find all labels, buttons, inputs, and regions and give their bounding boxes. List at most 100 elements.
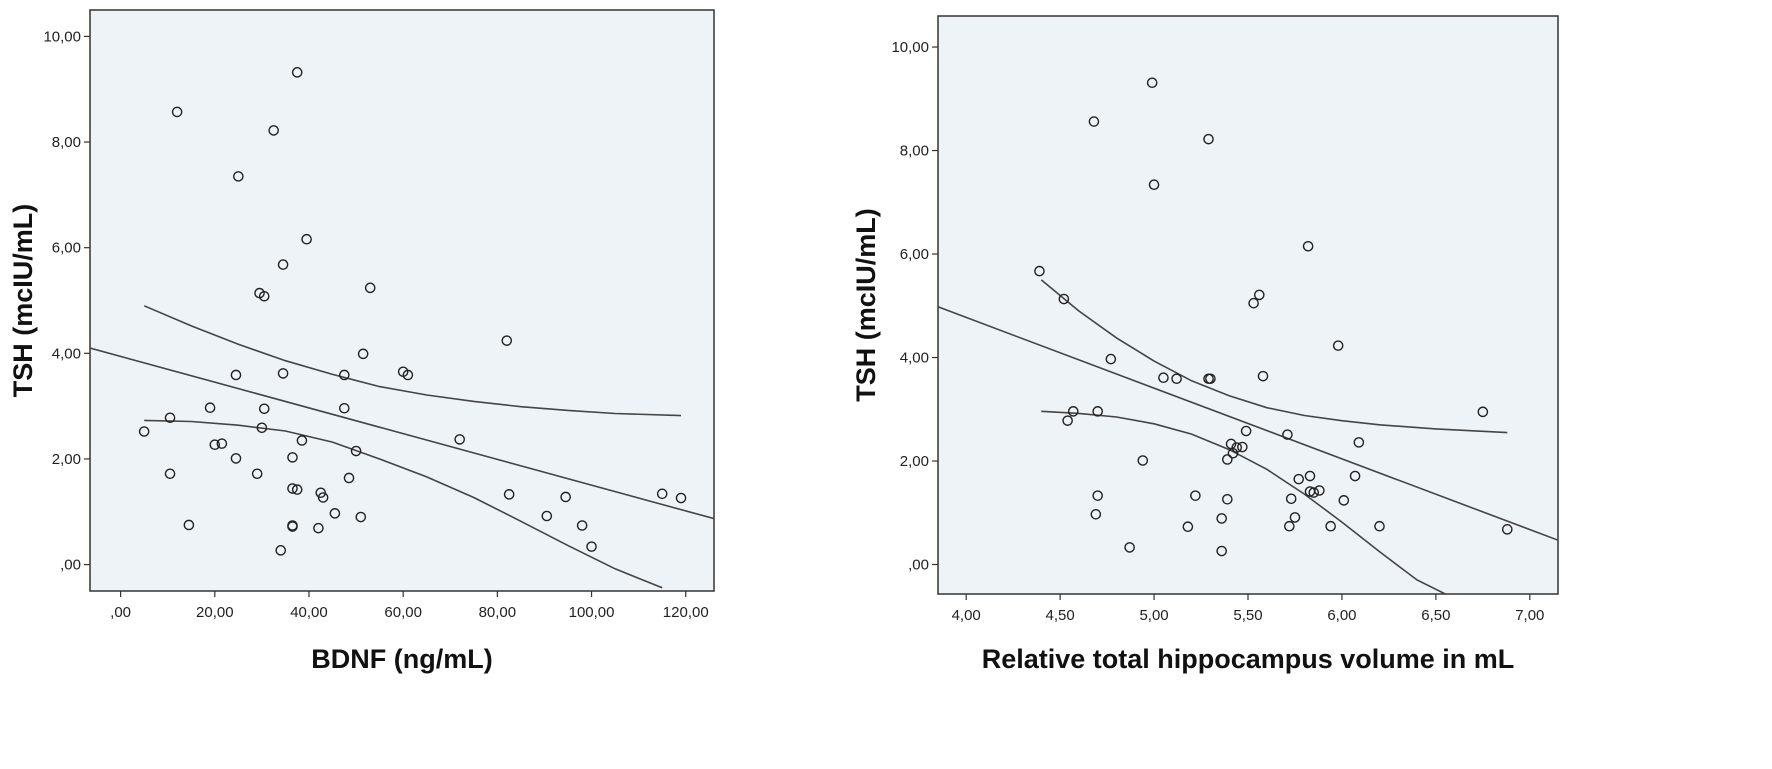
data-point (204, 402, 216, 414)
x-tick-label: 100,00 (569, 604, 615, 621)
data-point (357, 348, 369, 360)
data-point (1092, 406, 1103, 417)
data-point (1090, 509, 1102, 520)
x-tick-label: 60,00 (384, 604, 422, 621)
data-point (171, 106, 183, 118)
x-tick-label: 40,00 (290, 604, 328, 621)
data-point (1203, 133, 1214, 145)
x-axis-title: Relative total hippocampus volume in mL (982, 644, 1515, 674)
data-point (1353, 437, 1365, 448)
data-point (1062, 415, 1073, 426)
data-point (1477, 406, 1489, 418)
x-tick-label: 6,00 (1327, 607, 1356, 624)
axis-ticks: 4,00 4,50 5,00 5,50 6,00 6,50 7,00 ,00 2,00 4,00 6… (891, 39, 1544, 624)
data-point (1304, 470, 1316, 482)
data-point (1034, 265, 1045, 277)
data-point (1284, 520, 1295, 532)
confidence-band-upper (143, 305, 682, 417)
data-point (1190, 490, 1201, 501)
data-point (364, 282, 376, 294)
data-points (1034, 77, 1513, 557)
y-tick-label: 6,00 (52, 240, 81, 257)
data-point (1092, 490, 1103, 501)
confidence-band-lower (1041, 410, 1446, 594)
data-point (1374, 520, 1385, 532)
data-point (503, 489, 515, 500)
plot-area (89, 9, 715, 592)
data-point (1308, 487, 1320, 498)
data-point (258, 290, 270, 302)
x-tick-label: 4,50 (1046, 607, 1075, 624)
data-point (1349, 470, 1361, 482)
data-point (1171, 373, 1182, 385)
data-point (275, 545, 287, 556)
y-tick-label: ,00 (908, 557, 929, 574)
y-tick-label: 2,00 (52, 451, 81, 468)
data-point (1285, 493, 1297, 505)
regression-line (938, 306, 1558, 541)
data-point (1257, 370, 1269, 382)
data-point (560, 491, 571, 503)
x-tick-label: 80,00 (479, 604, 517, 621)
data-point (1338, 495, 1350, 506)
x-tick-label: 5,50 (1233, 607, 1262, 624)
data-points (138, 67, 687, 556)
data-point (164, 468, 176, 480)
data-point (1216, 513, 1227, 524)
data-point (454, 434, 465, 445)
data-point (1289, 512, 1301, 523)
data-point (1248, 297, 1259, 309)
data-point (1237, 441, 1248, 453)
data-point (1240, 425, 1252, 437)
data-point (656, 488, 668, 500)
data-point (251, 468, 263, 480)
data-point (1067, 406, 1079, 417)
data-point (586, 541, 597, 552)
y-tick-label: ,00 (60, 557, 81, 574)
data-point (350, 445, 362, 457)
data-point (675, 492, 687, 504)
data-point (1501, 524, 1513, 535)
confidence-band-lower (144, 419, 663, 589)
data-point (1205, 373, 1216, 385)
y-tick-label: 8,00 (900, 143, 929, 160)
y-tick-label: 10,00 (43, 28, 81, 45)
data-point (277, 259, 289, 270)
data-point (1231, 442, 1243, 453)
plot-area (937, 15, 1559, 595)
data-point (268, 125, 279, 136)
data-point (1282, 429, 1293, 440)
data-point (1088, 116, 1100, 127)
data-point (138, 426, 150, 437)
y-tick-label: 2,00 (900, 453, 929, 470)
y-tick-label: 4,00 (900, 350, 929, 367)
y-tick-label: 4,00 (52, 345, 81, 362)
data-point (230, 369, 242, 381)
axis-ticks: ,00 20,00 40,00 60,00 80,00 100,00 120,00 ,00 2,… (43, 28, 708, 621)
y-axis-title: TSH (mcIU/mL) (8, 204, 38, 398)
data-point (1158, 372, 1169, 384)
data-point (1293, 473, 1305, 485)
data-point (291, 484, 303, 495)
regression-line (90, 347, 714, 520)
data-point (1124, 542, 1135, 553)
data-point (1222, 494, 1233, 505)
chart-panel-bdnf: ,00 20,00 40,00 60,00 80,00 100,00 120,00 ,00 2,… (8, 9, 715, 674)
data-point (339, 369, 350, 381)
data-point (230, 453, 242, 464)
data-point (501, 335, 513, 346)
data-point (1148, 179, 1160, 190)
data-point (541, 510, 553, 522)
data-point (1222, 454, 1233, 465)
data-point (291, 67, 303, 78)
data-point (576, 520, 588, 531)
data-point (164, 412, 176, 424)
data-point (339, 402, 350, 414)
x-tick-label: 6,50 (1421, 607, 1450, 624)
data-point (287, 483, 298, 494)
x-tick-label: 7,00 (1515, 607, 1544, 624)
data-point (258, 403, 270, 415)
data-point (216, 438, 228, 449)
x-axis-title: BDNF (ng/mL) (311, 644, 492, 674)
data-point (296, 435, 308, 446)
